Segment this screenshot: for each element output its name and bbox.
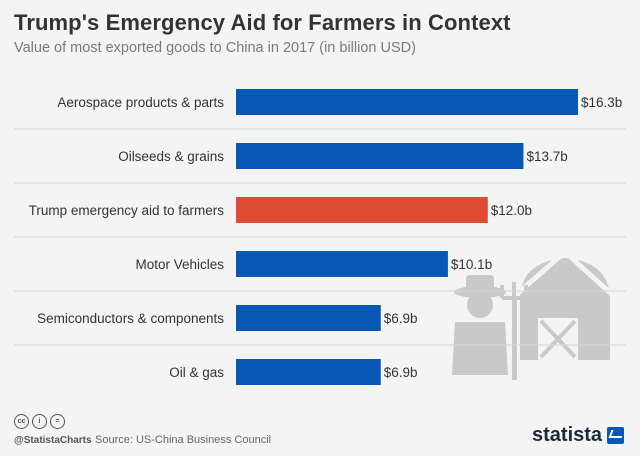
bar bbox=[236, 197, 488, 223]
bar bbox=[236, 143, 524, 169]
value-labels: $16.3b $13.7b $12.0b $10.1b $6.9b $6.9b bbox=[384, 95, 623, 380]
chart-title: Trump's Emergency Aid for Farmers in Con… bbox=[14, 10, 511, 35]
license-icons: cc i = bbox=[14, 414, 65, 429]
pitchfork-handle bbox=[512, 300, 517, 380]
category-label: Trump emergency aid to farmers bbox=[29, 203, 225, 218]
farmer-body bbox=[452, 322, 508, 375]
farmer-barn-illustration bbox=[452, 248, 620, 380]
statista-mark-icon bbox=[607, 427, 625, 444]
cc-icon: cc bbox=[14, 414, 29, 429]
bars bbox=[236, 89, 578, 385]
brand-name: statista bbox=[532, 424, 603, 446]
farmer-head bbox=[467, 292, 493, 318]
statista-logo: statista bbox=[532, 424, 625, 447]
row-dividers bbox=[14, 128, 626, 346]
barn-roof-line bbox=[508, 248, 620, 302]
category-label: Oil & gas bbox=[169, 365, 224, 380]
bar bbox=[236, 251, 448, 277]
value-label: $12.0b bbox=[491, 203, 532, 218]
category-label: Aerospace products & parts bbox=[57, 95, 224, 110]
category-label: Oilseeds & grains bbox=[118, 149, 224, 164]
attribution-icon: i bbox=[32, 414, 47, 429]
source-note: Source: US-China Business Council bbox=[95, 434, 272, 446]
category-labels: Aerospace products & parts Oilseeds & gra… bbox=[29, 95, 225, 380]
twitter-handle: @StatistaCharts bbox=[14, 435, 92, 446]
bar-chart: Aerospace products & parts Oilseeds & gra… bbox=[14, 89, 626, 385]
barn-door-cross bbox=[539, 319, 577, 359]
value-label: $13.7b bbox=[526, 149, 567, 164]
chart-subtitle: Value of most exported goods to China in… bbox=[14, 40, 416, 56]
category-label: Semiconductors & components bbox=[37, 311, 224, 326]
bar bbox=[236, 89, 578, 115]
category-label: Motor Vehicles bbox=[135, 257, 224, 272]
bar bbox=[236, 305, 381, 331]
value-label: $6.9b bbox=[384, 365, 418, 380]
value-label: $10.1b bbox=[451, 257, 492, 272]
bar bbox=[236, 359, 381, 385]
farmer-hat-crown bbox=[466, 275, 494, 293]
value-label: $6.9b bbox=[384, 311, 418, 326]
equals-icon: = bbox=[50, 414, 65, 429]
value-label: $16.3b bbox=[581, 95, 622, 110]
